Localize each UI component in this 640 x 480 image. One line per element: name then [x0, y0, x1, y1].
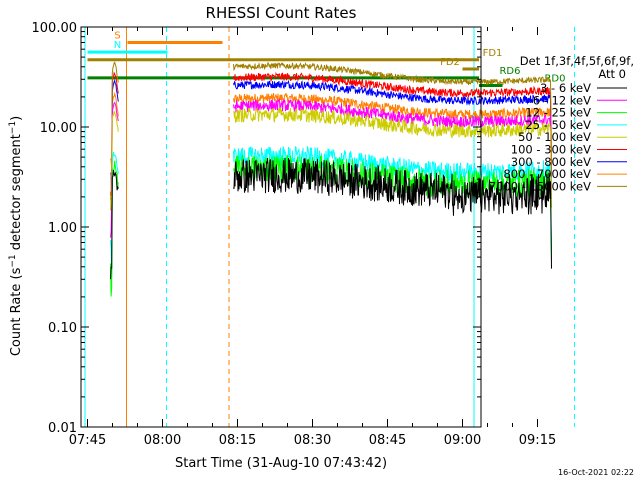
legend-label: 6 - 12 keV — [533, 93, 591, 107]
y-axis-label: Count Rate (s−1 detector segment−1) — [8, 116, 24, 356]
flag-label-fd1: FD1 — [483, 48, 503, 59]
y-tick-label: 100.00 — [32, 21, 78, 36]
series-line-spike — [110, 160, 119, 297]
x-tick-label: 08:30 — [294, 433, 331, 448]
y-tick-label: 10.00 — [40, 121, 77, 136]
x-tick-label: 08:15 — [219, 433, 256, 448]
flag-label-s: S — [114, 30, 120, 41]
series-line-main — [233, 157, 552, 269]
x-tick-label: 09:00 — [444, 433, 481, 448]
legend-label: 25 - 50 keV — [525, 118, 591, 132]
legend-header-line1: Det 1f,3f,4f,5f,6f,9f, — [520, 54, 634, 68]
footer-timestamp: 16-Oct-2021 02:22 — [558, 468, 634, 477]
legend-label: 800 - 7000 keV — [503, 167, 591, 181]
y-label-main: Count Rate (s — [9, 267, 24, 356]
y-tick-label: 0.10 — [48, 321, 77, 336]
legend-label: 12 - 25 keV — [525, 106, 591, 120]
flag-label-rd0: RD0 — [544, 74, 565, 85]
flag-label-rd6: RD6 — [499, 66, 520, 77]
series-line-main — [233, 98, 552, 199]
x-tick-label: 07:45 — [69, 433, 106, 448]
chart-title: RHESSI Count Rates — [206, 4, 357, 22]
series-line-main — [233, 92, 552, 192]
x-tick-label: 08:00 — [144, 433, 181, 448]
x-tick-label: 08:45 — [369, 433, 406, 448]
legend-label: 3 - 6 keV — [540, 81, 591, 95]
series-line-main — [233, 61, 552, 159]
flag-label-n: N — [114, 40, 121, 51]
y-label-rest: detector segment — [9, 134, 24, 254]
legend-label: 100 - 300 keV — [511, 143, 591, 157]
y-label-close: ) — [9, 116, 24, 121]
series-line-spike — [110, 170, 119, 280]
series-lines — [110, 61, 552, 297]
legend-label: 7000 - 15000 keV — [489, 179, 591, 193]
series-line-main — [233, 71, 552, 170]
flag-label-fd2: FD2 — [440, 57, 460, 68]
y-tick-label: 1.00 — [48, 221, 77, 236]
y-label-sup2: −1 — [8, 121, 18, 134]
legend-header-line2: Att 0 — [598, 67, 626, 81]
x-axis-label: Start Time (31-Aug-10 07:43:42) — [175, 456, 387, 471]
legend: Det 1f,3f,4f,5f,6f,9f, Att 0 3 - 6 keV6 … — [489, 54, 634, 193]
x-tick-label: 09:15 — [519, 433, 556, 448]
legend-label: 300 - 800 keV — [511, 155, 591, 169]
series-line-main — [233, 106, 552, 208]
legend-label: 50 - 100 keV — [518, 130, 591, 144]
y-tick-label: 0.01 — [48, 421, 77, 436]
y-label-sup1: −1 — [8, 254, 18, 267]
series-line-main — [233, 79, 552, 178]
